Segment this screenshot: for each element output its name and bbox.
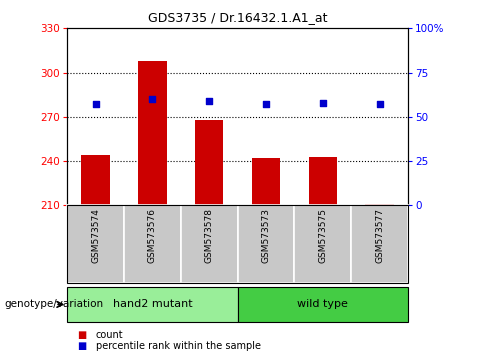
- Text: GSM573574: GSM573574: [91, 208, 100, 263]
- Bar: [67, 205, 124, 283]
- Text: count: count: [96, 330, 124, 339]
- Bar: [138, 61, 167, 205]
- Title: GDS3735 / Dr.16432.1.A1_at: GDS3735 / Dr.16432.1.A1_at: [148, 11, 327, 24]
- Point: [376, 102, 384, 107]
- Text: hand2 mutant: hand2 mutant: [113, 299, 192, 309]
- Bar: [252, 158, 280, 205]
- Bar: [82, 155, 110, 205]
- Text: ■: ■: [77, 330, 86, 339]
- Point: [319, 100, 326, 105]
- Text: genotype/variation: genotype/variation: [5, 299, 104, 309]
- Bar: [238, 287, 408, 322]
- Bar: [294, 205, 351, 283]
- Text: GSM573575: GSM573575: [318, 208, 327, 263]
- Point: [92, 102, 99, 107]
- Bar: [195, 120, 223, 205]
- Bar: [124, 205, 181, 283]
- Point: [262, 102, 270, 107]
- Point: [205, 98, 213, 104]
- Bar: [365, 204, 394, 205]
- Bar: [309, 156, 337, 205]
- Text: wild type: wild type: [298, 299, 348, 309]
- Bar: [181, 205, 238, 283]
- Text: GSM573573: GSM573573: [262, 208, 271, 263]
- Text: GSM573576: GSM573576: [148, 208, 157, 263]
- Bar: [238, 205, 294, 283]
- Text: GSM573577: GSM573577: [375, 208, 384, 263]
- Bar: [351, 205, 408, 283]
- Point: [148, 96, 156, 102]
- Bar: [67, 287, 238, 322]
- Text: percentile rank within the sample: percentile rank within the sample: [96, 341, 261, 351]
- Text: GSM573578: GSM573578: [204, 208, 214, 263]
- Text: ■: ■: [77, 341, 86, 351]
